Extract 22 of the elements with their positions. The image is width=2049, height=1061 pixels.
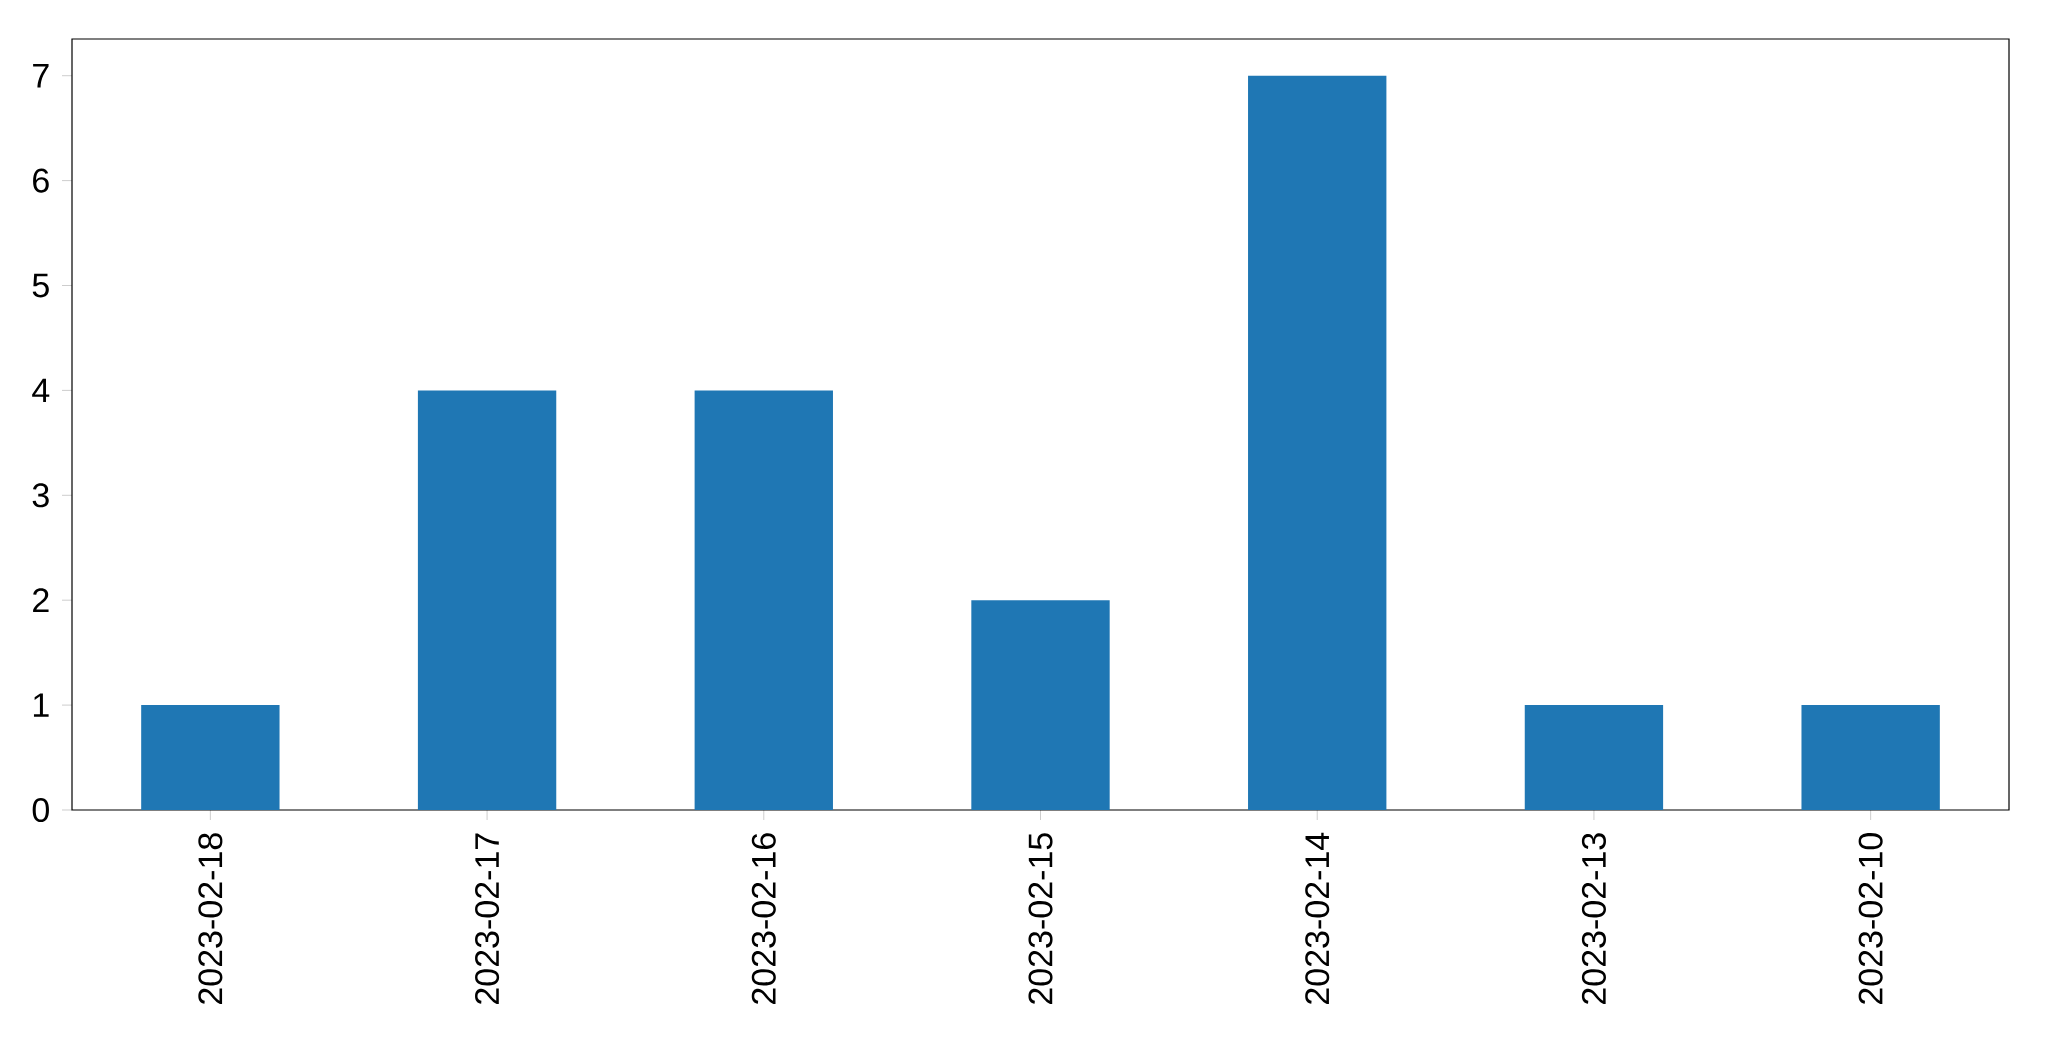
y-tick-label: 7 [33,64,49,88]
bar [1248,75,1387,810]
x-tick-label: 2023-02-16 [751,833,776,1004]
bar [694,390,833,810]
y-tick-label: 1 [33,693,49,717]
bar [1801,705,1940,810]
bar [417,390,557,810]
x-tick-label: 2023-02-17 [475,833,500,1004]
x-tick-label: 2023-02-10 [1858,833,1883,1004]
y-tick-label: 4 [32,378,50,403]
bar [971,600,1110,810]
x-tick-label: 2023-02-15 [1028,833,1053,1004]
y-tick-label: 3 [32,483,49,508]
y-tick-label: 2 [33,588,49,613]
x-tick-label: 2023-02-13 [1581,833,1606,1004]
y-tick-label: 5 [32,273,49,298]
bar [141,705,280,810]
x-tick-label: 2023-02-18 [198,833,223,1004]
bar [1524,705,1664,810]
x-tick-label: 2023-02-14 [1305,832,1330,1004]
y-tick-label: 0 [32,797,49,823]
y-tick-label: 6 [33,168,49,193]
